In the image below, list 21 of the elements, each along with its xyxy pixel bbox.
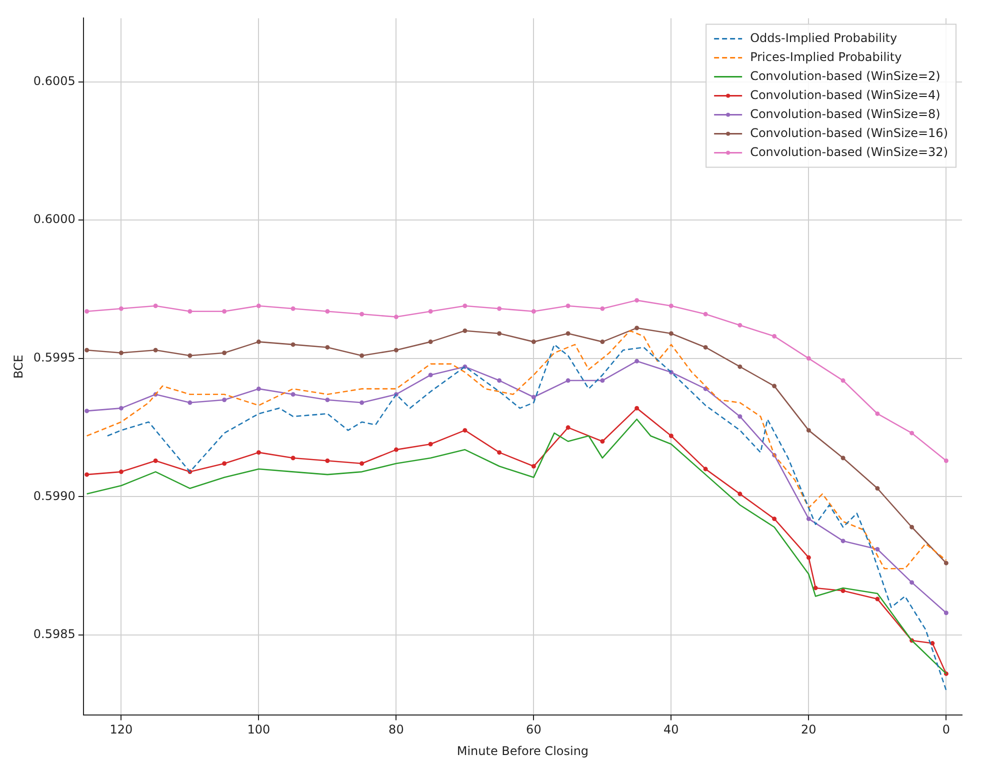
x-tick-label: 80 [388, 722, 404, 737]
y-tick-label: 0.5985 [33, 627, 76, 642]
y-tick-label: 0.6005 [33, 74, 76, 88]
x-tick-label: 60 [526, 722, 542, 737]
legend-label: Convolution-based (WinSize=2) [750, 68, 940, 83]
x-tick-label: 0 [942, 722, 950, 737]
y-tick-label: 0.5990 [33, 488, 76, 503]
y-axis-title: BCE [11, 354, 26, 379]
legend-label: Convolution-based (WinSize=4) [750, 88, 940, 102]
legend-label: Odds-Implied Probability [750, 30, 898, 45]
legend-label: Convolution-based (WinSize=16) [750, 126, 948, 140]
x-axis-title: Minute Before Closing [456, 744, 589, 758]
legend-label: Convolution-based (WinSize=32) [750, 144, 948, 159]
x-tick-label: 100 [247, 722, 270, 737]
x-tick-label: 40 [664, 722, 679, 737]
y-tick-label: 0.6000 [33, 212, 76, 226]
x-tick-label: 20 [801, 722, 816, 737]
y-tick-label: 0.5995 [33, 350, 76, 365]
legend-label: Prices-Implied Probability [750, 50, 902, 64]
legend-label: Convolution-based (WinSize=8) [750, 106, 940, 121]
x-tick-label: 120 [110, 722, 133, 737]
